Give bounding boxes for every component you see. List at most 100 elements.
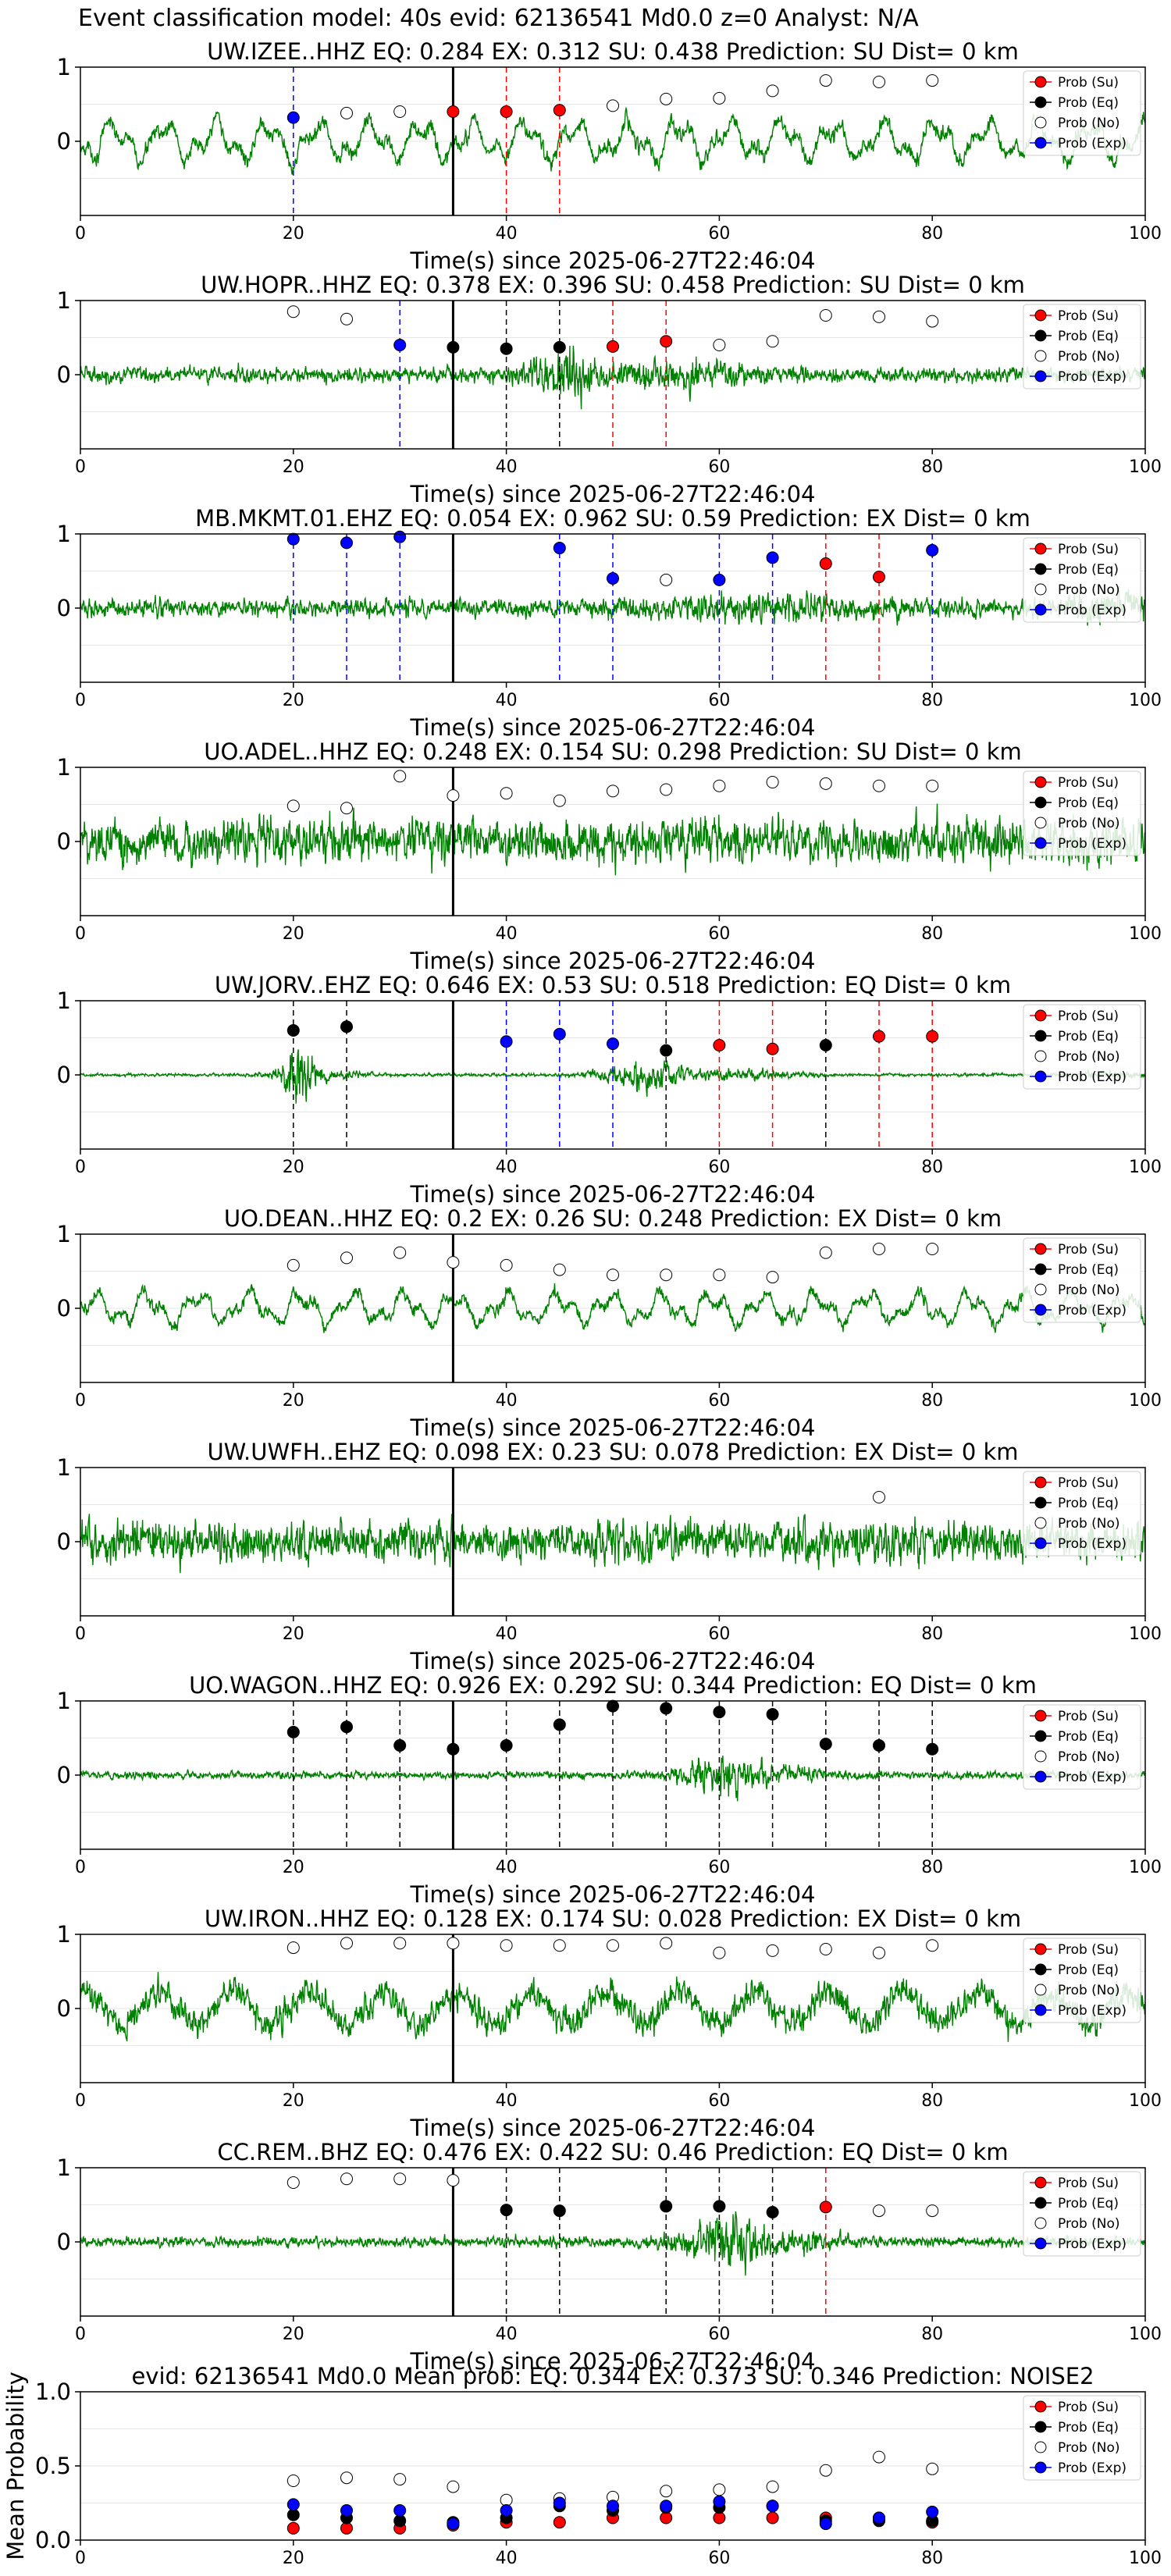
legend: Prob (Su) Prob (Eq) Prob (No) Prob (Exp) (1023, 770, 1141, 856)
prob-point-no (926, 779, 939, 792)
x-tick-label: 80 (921, 1158, 943, 1177)
y-tick-label: 0 (57, 828, 71, 855)
station-panel: UW.IZEE..HHZ EQ: 0.284 EX: 0.312 SU: 0.4… (57, 38, 1162, 274)
legend-marker-no (1034, 2217, 1047, 2229)
prob-point-eq (713, 2200, 726, 2213)
prob-point-no (607, 99, 619, 112)
prob-point-su (819, 557, 832, 570)
prob-point-eq (500, 2204, 513, 2217)
prob-point-no (393, 1937, 407, 1950)
y-tick-label: 1 (57, 2154, 71, 2181)
legend-label-exp: Prob (Exp) (1058, 603, 1127, 618)
x-tick-label: 0 (75, 2549, 86, 2568)
prob-point-exp (713, 573, 726, 586)
legend-label-exp: Prob (Exp) (1058, 1536, 1127, 1552)
legend-marker-eq (1034, 563, 1047, 575)
prob-point-eq (607, 1699, 619, 1713)
legend: Prob (Su) Prob (Eq) Prob (No) Prob (Exp) (1023, 304, 1141, 390)
prob-point-no (926, 2204, 939, 2218)
prob-point-no (393, 105, 407, 118)
y-tick-label: 0 (57, 1528, 71, 1555)
prob-point-eq (447, 340, 460, 354)
prob-point-no (926, 1243, 939, 1255)
waveform-trace (80, 1972, 1145, 2042)
prob-point-no (660, 1268, 673, 1282)
legend-frame (1023, 770, 1141, 856)
legend-label-su: Prob (Su) (1058, 308, 1119, 324)
waveform-trace (80, 803, 1145, 876)
mean-point-no (447, 2480, 460, 2493)
legend-label-su: Prob (Su) (1058, 75, 1119, 91)
prob-point-no (287, 1941, 300, 1955)
prob-point-no (287, 305, 300, 318)
y-tick-label: 1 (57, 1921, 71, 1948)
legend-marker-su (1034, 309, 1047, 322)
legend-marker-no (1034, 116, 1047, 129)
mean-point-exp (926, 2505, 939, 2518)
panel-title: UO.WAGON..HHZ EQ: 0.926 EX: 0.292 SU: 0.… (189, 1672, 1037, 1699)
x-tick-label: 100 (1129, 1624, 1162, 1644)
legend-label-no: Prob (No) (1058, 2216, 1120, 2232)
y-tick-label: 0 (57, 1762, 71, 1788)
prob-point-no (819, 309, 832, 322)
legend-marker-su (1034, 1710, 1047, 1722)
prob-point-no (926, 1939, 939, 1952)
x-tick-label: 80 (921, 1858, 943, 1877)
prob-point-no (926, 315, 939, 328)
x-axis-label: Time(s) since 2025-06-27T22:46:04 (410, 2348, 816, 2375)
prob-point-no (607, 785, 619, 798)
prob-point-eq (819, 1738, 832, 1751)
mean-point-no (873, 2450, 885, 2464)
legend-label-eq: Prob (Eq) (1058, 2420, 1119, 2435)
prob-point-su (553, 104, 566, 117)
legend-label-su: Prob (Su) (1058, 542, 1119, 557)
x-tick-label: 20 (283, 2091, 304, 2111)
legend-label-exp: Prob (Exp) (1058, 2460, 1127, 2476)
legend-label-no: Prob (No) (1058, 2440, 1120, 2456)
legend-marker-exp (1034, 370, 1047, 382)
prob-point-eq (340, 1720, 353, 1734)
prob-point-no (553, 1263, 566, 1276)
legend-marker-no (1034, 1984, 1047, 1996)
legend: Prob (Su) Prob (Eq) Prob (No) Prob (Exp) (1023, 1004, 1141, 1090)
prob-point-no (660, 783, 673, 796)
legend-marker-no (1034, 2441, 1047, 2453)
x-tick-label: 40 (496, 1624, 518, 1644)
prob-point-exp (607, 1037, 619, 1051)
prob-point-no (393, 770, 407, 783)
x-axis-label: Time(s) since 2025-06-27T22:46:04 (410, 2115, 816, 2141)
legend-label-exp: Prob (Exp) (1058, 1770, 1127, 1785)
mean-point-exp (660, 2500, 673, 2513)
x-tick-label: 20 (283, 2325, 304, 2344)
legend-label-exp: Prob (Exp) (1058, 1303, 1127, 1318)
legend-label-eq: Prob (Eq) (1058, 95, 1119, 111)
x-tick-label: 20 (283, 1624, 304, 1644)
prob-point-no (660, 1937, 673, 1950)
legend-marker-su (1034, 2176, 1047, 2189)
x-tick-label: 40 (496, 2091, 518, 2111)
prob-point-exp (500, 1035, 513, 1048)
legend-label-su: Prob (Su) (1058, 1475, 1119, 1491)
legend-label-no: Prob (No) (1058, 1516, 1120, 1532)
prob-point-eq (287, 1024, 300, 1037)
legend-marker-eq (1034, 1730, 1047, 1742)
legend: Prob (Su) Prob (Eq) Prob (No) Prob (Exp) (1023, 1237, 1141, 1323)
legend-label-eq: Prob (Eq) (1058, 329, 1119, 344)
legend-marker-su (1034, 2400, 1047, 2413)
legend-marker-eq (1034, 1030, 1047, 1042)
panel-title: CC.REM..BHZ EQ: 0.476 EX: 0.422 SU: 0.46… (217, 2139, 1008, 2165)
x-tick-label: 0 (75, 2325, 86, 2344)
x-tick-label: 100 (1129, 1858, 1162, 1877)
legend-frame (1023, 1937, 1141, 2023)
legend-label-exp: Prob (Exp) (1058, 369, 1127, 385)
x-tick-label: 80 (921, 224, 943, 244)
prob-point-no (340, 106, 353, 119)
x-tick-label: 100 (1129, 691, 1162, 710)
x-tick-label: 20 (283, 691, 304, 710)
panel-title: UW.JORV..EHZ EQ: 0.646 EX: 0.53 SU: 0.51… (215, 972, 1011, 998)
legend-frame (1023, 2395, 1141, 2481)
x-axis-label: Time(s) since 2025-06-27T22:46:04 (410, 1414, 816, 1441)
y-tick-label: 1 (57, 1688, 71, 1714)
prob-point-no (926, 74, 939, 87)
